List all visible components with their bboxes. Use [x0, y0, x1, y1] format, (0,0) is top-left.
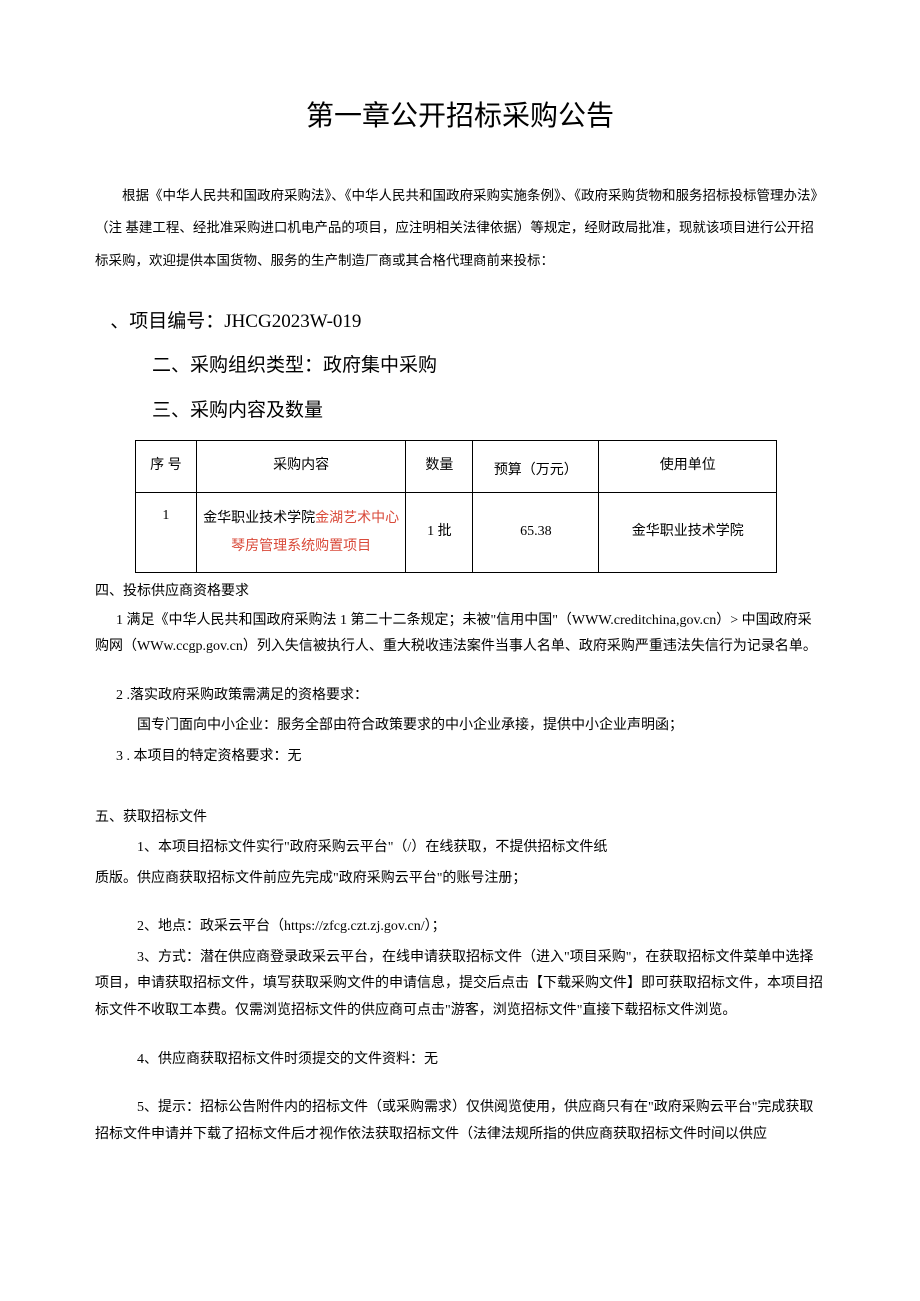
content-black: 金华职业技术学院	[203, 511, 315, 526]
procurement-table: 序 号 采购内容 数量 预算（万元） 使用单位 1 金华职业技术学院金湖艺术中心…	[135, 440, 777, 573]
sec5-p4: 4、供应商获取招标文件时须提交的文件资料：无	[95, 1047, 825, 1074]
section-5-title: 五、获取招标文件	[95, 805, 825, 832]
th-seq: 序 号	[136, 441, 197, 493]
td-content: 金华职业技术学院金湖艺术中心琴房管理系统购置项目	[196, 493, 406, 573]
td-budget: 65.38	[473, 493, 599, 573]
section-3-header: 三、采购内容及数量	[95, 396, 825, 426]
sec5-p1b: 质版。供应商获取招标文件前应先完成"政府采购云平台"的账号注册；	[95, 866, 825, 893]
sec5-p2: 2、地点：政采云平台（https://zfcg.czt.zj.gov.cn/）；	[95, 914, 825, 941]
table-header-row: 序 号 采购内容 数量 预算（万元） 使用单位	[136, 441, 777, 493]
th-qty: 数量	[406, 441, 473, 493]
sec4-p2b: 国专门面向中小企业：服务全部由符合政策要求的中小企业承接，提供中小企业声明函；	[95, 713, 825, 740]
th-unit: 使用单位	[599, 441, 777, 493]
page-title: 第一章公开招标采购公告	[95, 95, 825, 140]
sec5-p1: 1、本项目招标文件实行"政府采购云平台"（/）在线获取，不提供招标文件纸	[95, 835, 825, 862]
th-content: 采购内容	[196, 441, 406, 493]
sec5-p5: 5、提示：招标公告附件内的招标文件（或采购需求）仅供阅览使用，供应商只有在"政府…	[95, 1095, 825, 1148]
section-1-header: 、项目编号：JHCG2023W-019	[95, 307, 825, 337]
sec4-p3: 3 . 本项目的特定资格要求：无	[95, 744, 825, 771]
section-2-header: 二、采购组织类型：政府集中采购	[95, 351, 825, 381]
intro-paragraph: 根据《中华人民共和国政府采购法》、《中华人民共和国政府采购实施条例》、《政府采购…	[95, 180, 825, 277]
td-qty: 1 批	[406, 493, 473, 573]
td-unit: 金华职业技术学院	[599, 493, 777, 573]
sec4-p2: 2 .落实政府采购政策需满足的资格要求：	[95, 683, 825, 710]
th-budget: 预算（万元）	[473, 441, 599, 493]
table-row: 1 金华职业技术学院金湖艺术中心琴房管理系统购置项目 1 批 65.38 金华职…	[136, 493, 777, 573]
section-4-title: 四、投标供应商资格要求	[95, 581, 825, 603]
td-seq: 1	[136, 493, 197, 573]
sec5-p3: 3、方式：潜在供应商登录政采云平台，在线申请获取招标文件（进入"项目采购"，在获…	[95, 945, 825, 1025]
sec4-p1: 1 满足《中华人民共和国政府采购法 1 第二十二条规定；未被"信用中国"（WWW…	[95, 608, 825, 661]
